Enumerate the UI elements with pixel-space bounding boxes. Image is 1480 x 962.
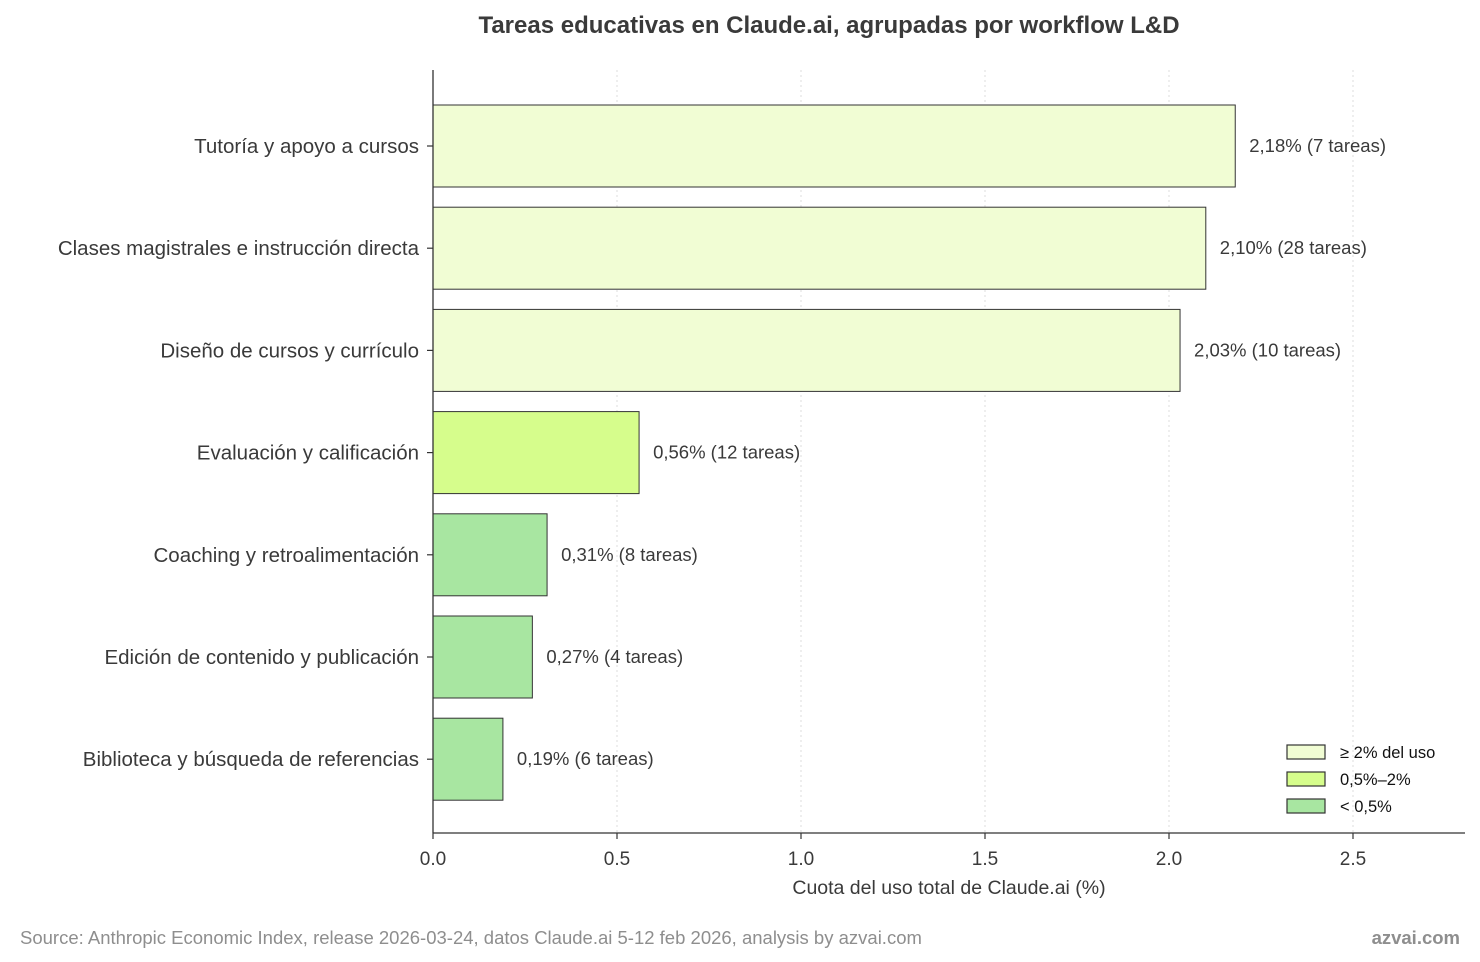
x-ticks: 0.0 0.5 1.0 1.5 2.0 2.5 bbox=[420, 833, 1366, 870]
legend-swatch bbox=[1286, 744, 1326, 760]
data-label: 2,10% (28 tareas) bbox=[1220, 237, 1367, 258]
bar bbox=[432, 615, 533, 699]
x-axis-label: Cuota del uso total de Claude.ai (%) bbox=[792, 877, 1105, 899]
category-label: Coaching y retroalimentación bbox=[154, 544, 420, 567]
data-label: 0,27% (4 tareas) bbox=[546, 646, 683, 667]
bar bbox=[432, 513, 548, 597]
bars: Tutoría y apoyo a cursos 2,18% (7 tareas)… bbox=[58, 104, 1386, 801]
data-label: 0,31% (8 tareas) bbox=[561, 544, 698, 565]
legend-swatch bbox=[1286, 798, 1326, 814]
category-label: Biblioteca y búsqueda de referencias bbox=[83, 748, 419, 771]
x-tick-label: 2.5 bbox=[1340, 849, 1366, 870]
data-label: 2,03% (10 tareas) bbox=[1194, 339, 1341, 360]
category-label: Edición de contenido y publicación bbox=[104, 646, 419, 669]
x-tick-label: 0.0 bbox=[420, 849, 446, 870]
data-label: 0,19% (6 tareas) bbox=[517, 748, 654, 769]
bar bbox=[432, 104, 1236, 188]
bar bbox=[432, 206, 1207, 290]
legend-swatch bbox=[1286, 771, 1326, 787]
x-tick-label: 1.0 bbox=[788, 849, 814, 870]
category-label: Evaluación y calificación bbox=[197, 442, 419, 465]
legend: ≥ 2% del uso 0,5%–2% < 0,5% bbox=[1286, 744, 1435, 816]
bar bbox=[432, 308, 1181, 392]
bar bbox=[432, 717, 504, 801]
bar bbox=[432, 411, 640, 495]
legend-label: < 0,5% bbox=[1340, 798, 1392, 816]
chart-title: Tareas educativas en Claude.ai, agrupada… bbox=[478, 12, 1179, 39]
brand-label: azvai.com bbox=[1372, 927, 1460, 948]
category-label: Diseño de cursos y currículo bbox=[160, 339, 419, 362]
category-label: Tutoría y apoyo a cursos bbox=[194, 135, 419, 158]
axes bbox=[432, 70, 1465, 834]
source-note: Source: Anthropic Economic Index, releas… bbox=[20, 927, 922, 948]
legend-label: ≥ 2% del uso bbox=[1340, 744, 1435, 762]
data-label: 0,56% (12 tareas) bbox=[653, 442, 800, 463]
x-tick-label: 0.5 bbox=[604, 849, 630, 870]
legend-label: 0,5%–2% bbox=[1340, 771, 1411, 789]
x-tick-label: 2.0 bbox=[1156, 849, 1182, 870]
data-label: 2,18% (7 tareas) bbox=[1249, 135, 1386, 156]
x-tick-label: 1.5 bbox=[972, 849, 998, 870]
category-label: Clases magistrales e instrucción directa bbox=[58, 237, 420, 260]
